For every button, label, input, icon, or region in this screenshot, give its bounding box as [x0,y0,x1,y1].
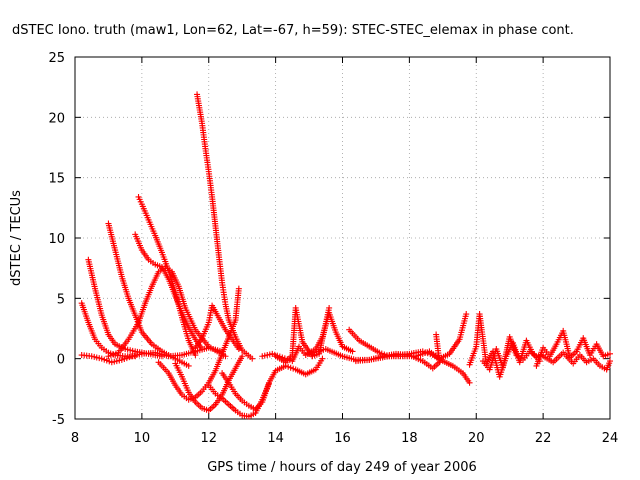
x-tick-label: 12 [200,431,217,446]
data-point [192,352,199,359]
data-points [78,91,613,420]
x-tick-label: 20 [468,431,485,446]
x-tick-label: 16 [334,431,351,446]
gridlines [75,57,610,419]
x-tick-label: 18 [401,431,418,446]
data-point [463,311,470,318]
data-point [185,362,192,369]
x-tick-label: 24 [602,431,619,446]
data-point [607,350,613,357]
data-point [319,355,326,362]
y-tick-label: 0 [57,353,65,368]
x-axis-label: GPS time / hours of day 249 of year 2006 [207,460,477,475]
y-tick-label: -5 [52,413,65,428]
data-point [239,353,246,360]
x-tick-label: 8 [71,431,79,446]
chart-title: dSTEC Iono. truth (maw1, Lon=62, Lat=-67… [12,23,574,38]
y-tick-label: 25 [48,51,65,66]
y-axis-label: dSTEC / TECUs [9,190,24,286]
data-point [326,304,333,311]
y-tick-label: 20 [48,111,65,126]
x-tick-label: 10 [134,431,151,446]
axis-ticks: 8 10 12 14 16 18 20 22 24 -5 0 5 10 15 20 25 [48,51,618,446]
data-point [249,355,256,362]
data-point [607,358,613,365]
x-tick-label: 22 [535,431,552,446]
y-tick-label: 5 [57,292,65,307]
data-point [235,285,242,292]
data-point [466,379,473,386]
data-point [199,346,206,353]
data-point [433,331,440,338]
data-point [349,348,356,355]
y-tick-label: 15 [48,172,65,187]
data-point [235,346,242,353]
x-tick-label: 14 [267,431,284,446]
y-tick-label: 10 [48,232,65,247]
